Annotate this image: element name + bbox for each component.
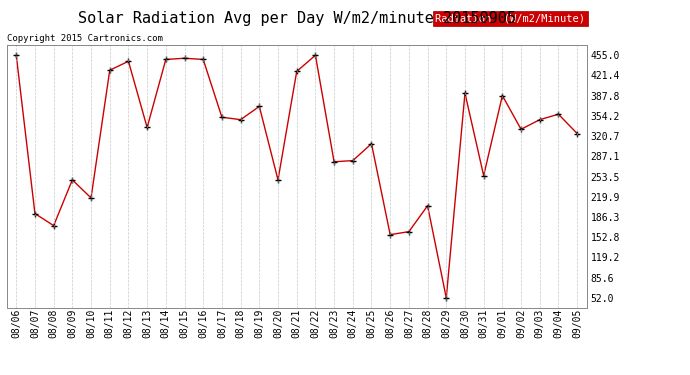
Text: Copyright 2015 Cartronics.com: Copyright 2015 Cartronics.com: [7, 34, 163, 43]
Text: Radiation  (W/m2/Minute): Radiation (W/m2/Minute): [435, 13, 585, 24]
Text: Solar Radiation Avg per Day W/m2/minute 20150905: Solar Radiation Avg per Day W/m2/minute …: [78, 11, 515, 26]
